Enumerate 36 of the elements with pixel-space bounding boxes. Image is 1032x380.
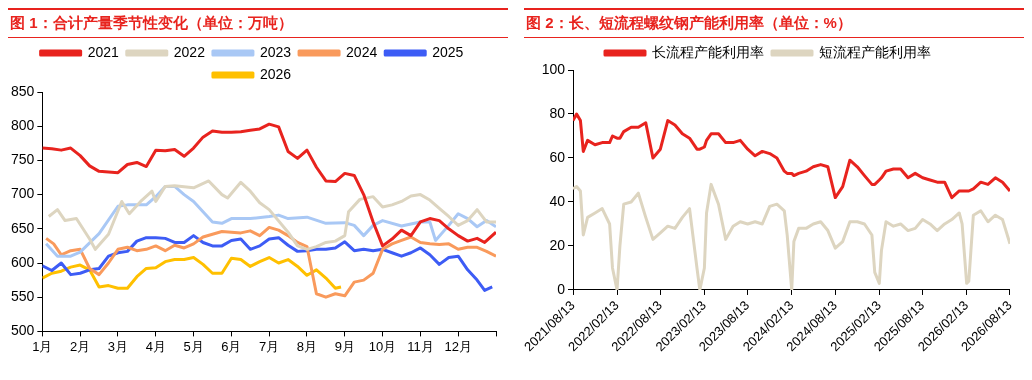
x-tick-label: 9月 — [334, 338, 355, 354]
y-tick-label: 20 — [549, 236, 566, 253]
x-tick-label: 10月 — [368, 338, 397, 354]
y-tick-label: 40 — [549, 192, 566, 209]
y-tick-label: 850 — [11, 82, 35, 99]
x-tick-label: 12月 — [444, 338, 472, 354]
x-tick-label: 11月 — [407, 338, 434, 354]
y-tick-label: 700 — [11, 185, 35, 202]
chart-title: 图 2：长、短流程螺纹钢产能利用率（单位：%） — [524, 10, 1024, 38]
y-tick-label: 550 — [11, 288, 35, 305]
x-tick-label: 6月 — [221, 338, 242, 354]
y-tick-label: 500 — [11, 322, 35, 339]
chart-title: 图 1：合计产量季节性变化（单位：万吨） — [8, 10, 508, 38]
legend-label: 2024 — [346, 43, 378, 60]
y-tick-label: 800 — [11, 117, 35, 134]
x-tick-label: 1月 — [32, 338, 53, 354]
y-tick-label: 60 — [549, 148, 566, 165]
legend-label: 2022 — [173, 43, 206, 60]
x-tick-label: 4月 — [145, 338, 166, 354]
y-tick-label: 650 — [11, 219, 35, 236]
x-tick-label: 2月 — [70, 338, 91, 354]
y-tick-label: 0 — [557, 280, 566, 297]
legend-label: 2025 — [432, 43, 464, 60]
y-tick-label: 80 — [549, 104, 566, 121]
x-tick-label: 5月 — [183, 338, 204, 354]
legend-label: 短流程产能利用率 — [819, 43, 931, 60]
x-tick-label: 8月 — [296, 338, 318, 354]
legend-label: 长流程产能利用率 — [652, 43, 764, 60]
legend-label: 2023 — [259, 43, 292, 60]
y-tick-label: 750 — [11, 151, 35, 168]
y-tick-label: 100 — [541, 60, 566, 77]
x-tick-label: 3月 — [107, 338, 129, 354]
legend-label: 2021 — [87, 43, 119, 60]
y-tick-label: 600 — [11, 253, 35, 270]
legend-label: 2026 — [259, 65, 292, 82]
x-tick-label: 7月 — [259, 338, 280, 354]
